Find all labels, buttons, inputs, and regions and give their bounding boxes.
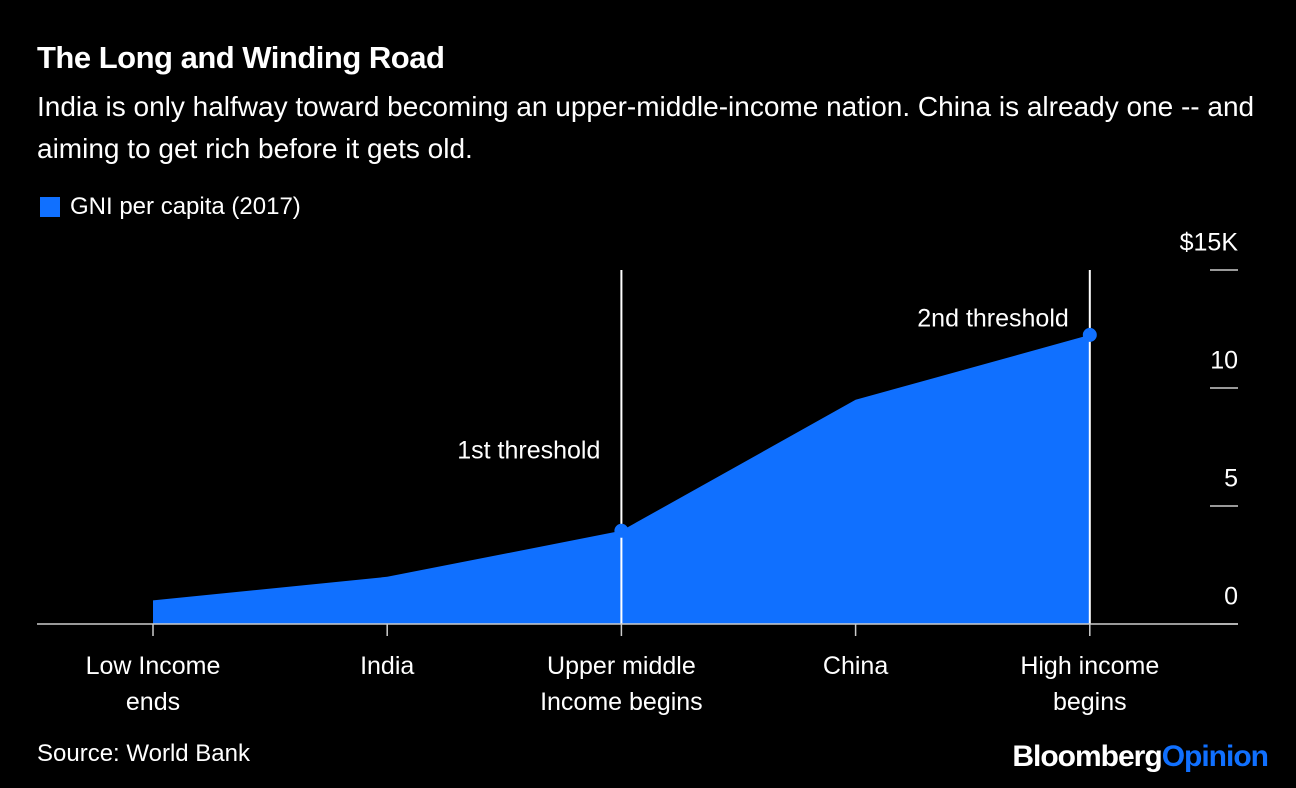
legend: GNI per capita (2017) xyxy=(40,193,301,221)
x-tick-label: High income begins xyxy=(1020,652,1160,716)
annotation: 1st threshold xyxy=(457,437,600,465)
annotation: 2nd threshold xyxy=(917,305,1069,333)
x-tick-label: Low Income ends xyxy=(85,652,221,716)
x-tick-label: China xyxy=(822,652,889,680)
y-tick-label: 0 xyxy=(1224,583,1238,611)
x-tick-label: India xyxy=(360,652,415,680)
chart-subtitle: India is only halfway toward becoming an… xyxy=(37,91,1255,164)
x-tick-label: Upper middle Income begins xyxy=(540,652,703,716)
brand: BloombergOpinion xyxy=(1012,740,1269,774)
y-tick-label: 10 xyxy=(1210,347,1238,375)
brand-section: Opinion xyxy=(1161,740,1269,773)
y-tick-label: $15K xyxy=(1180,229,1239,257)
chart-title: The Long and Winding Road xyxy=(37,40,445,75)
source: Source: World Bank xyxy=(37,740,250,767)
brand-name: Bloomberg xyxy=(1012,740,1162,773)
area xyxy=(153,334,1090,624)
y-tick-label: 5 xyxy=(1224,465,1238,493)
threshold-dot xyxy=(614,523,629,538)
threshold-dot xyxy=(1082,327,1097,342)
legend-swatch xyxy=(40,197,60,217)
legend-label: GNI per capita (2017) xyxy=(70,193,301,220)
